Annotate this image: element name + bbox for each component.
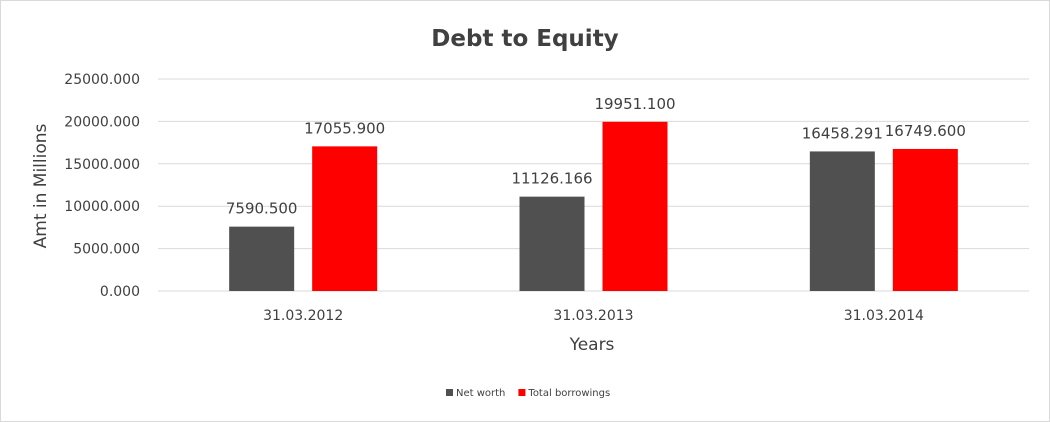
bar: [892, 148, 958, 291]
x-axis-ticks: 31.03.2012 31.03.2013 31.03.2014: [263, 308, 924, 324]
x-tick-label: 31.03.2013: [553, 308, 633, 324]
y-tick-label: 15000.000: [64, 157, 140, 173]
legend-swatch: [518, 389, 526, 396]
y-tick-label: 10000.000: [64, 199, 140, 215]
bar: [519, 196, 585, 291]
data-label: 19951.100: [594, 95, 675, 113]
y-axis-ticks: 0.000 5000.000 10000.000 15000.000 20000.000…: [64, 72, 140, 300]
data-label: 17055.900: [304, 119, 385, 137]
y-axis-label: Amt in Millions: [31, 123, 51, 248]
legend-label: Total borrowings: [527, 388, 610, 399]
x-tick-label: 31.03.2014: [844, 308, 924, 324]
legend-label: Net worth: [456, 388, 505, 399]
x-tick-label: 31.03.2012: [263, 308, 343, 324]
data-label: 16749.600: [885, 122, 966, 140]
y-tick-label: 0.000: [100, 284, 140, 300]
legend-swatch: [446, 389, 453, 396]
y-tick-label: 20000.000: [64, 114, 140, 130]
y-tick-label: 5000.000: [73, 242, 140, 258]
legend: Net worth Total borrowings: [446, 388, 610, 399]
y-tick-label: 25000.000: [64, 72, 140, 88]
bars: [229, 121, 958, 292]
bar: [809, 151, 875, 291]
data-label: 7590.500: [226, 200, 298, 218]
bar: [312, 146, 378, 291]
chart-title: Debt to Equity: [431, 26, 618, 52]
data-labels: 7590.500 17055.900 11126.166 19951.100 16458…: [226, 95, 966, 218]
data-label: 11126.166: [511, 170, 592, 188]
data-label: 16458.291: [802, 124, 883, 142]
bar: [602, 121, 668, 292]
gridlines: [158, 78, 1029, 292]
bar: [229, 226, 295, 291]
x-axis-label: Years: [569, 335, 615, 355]
